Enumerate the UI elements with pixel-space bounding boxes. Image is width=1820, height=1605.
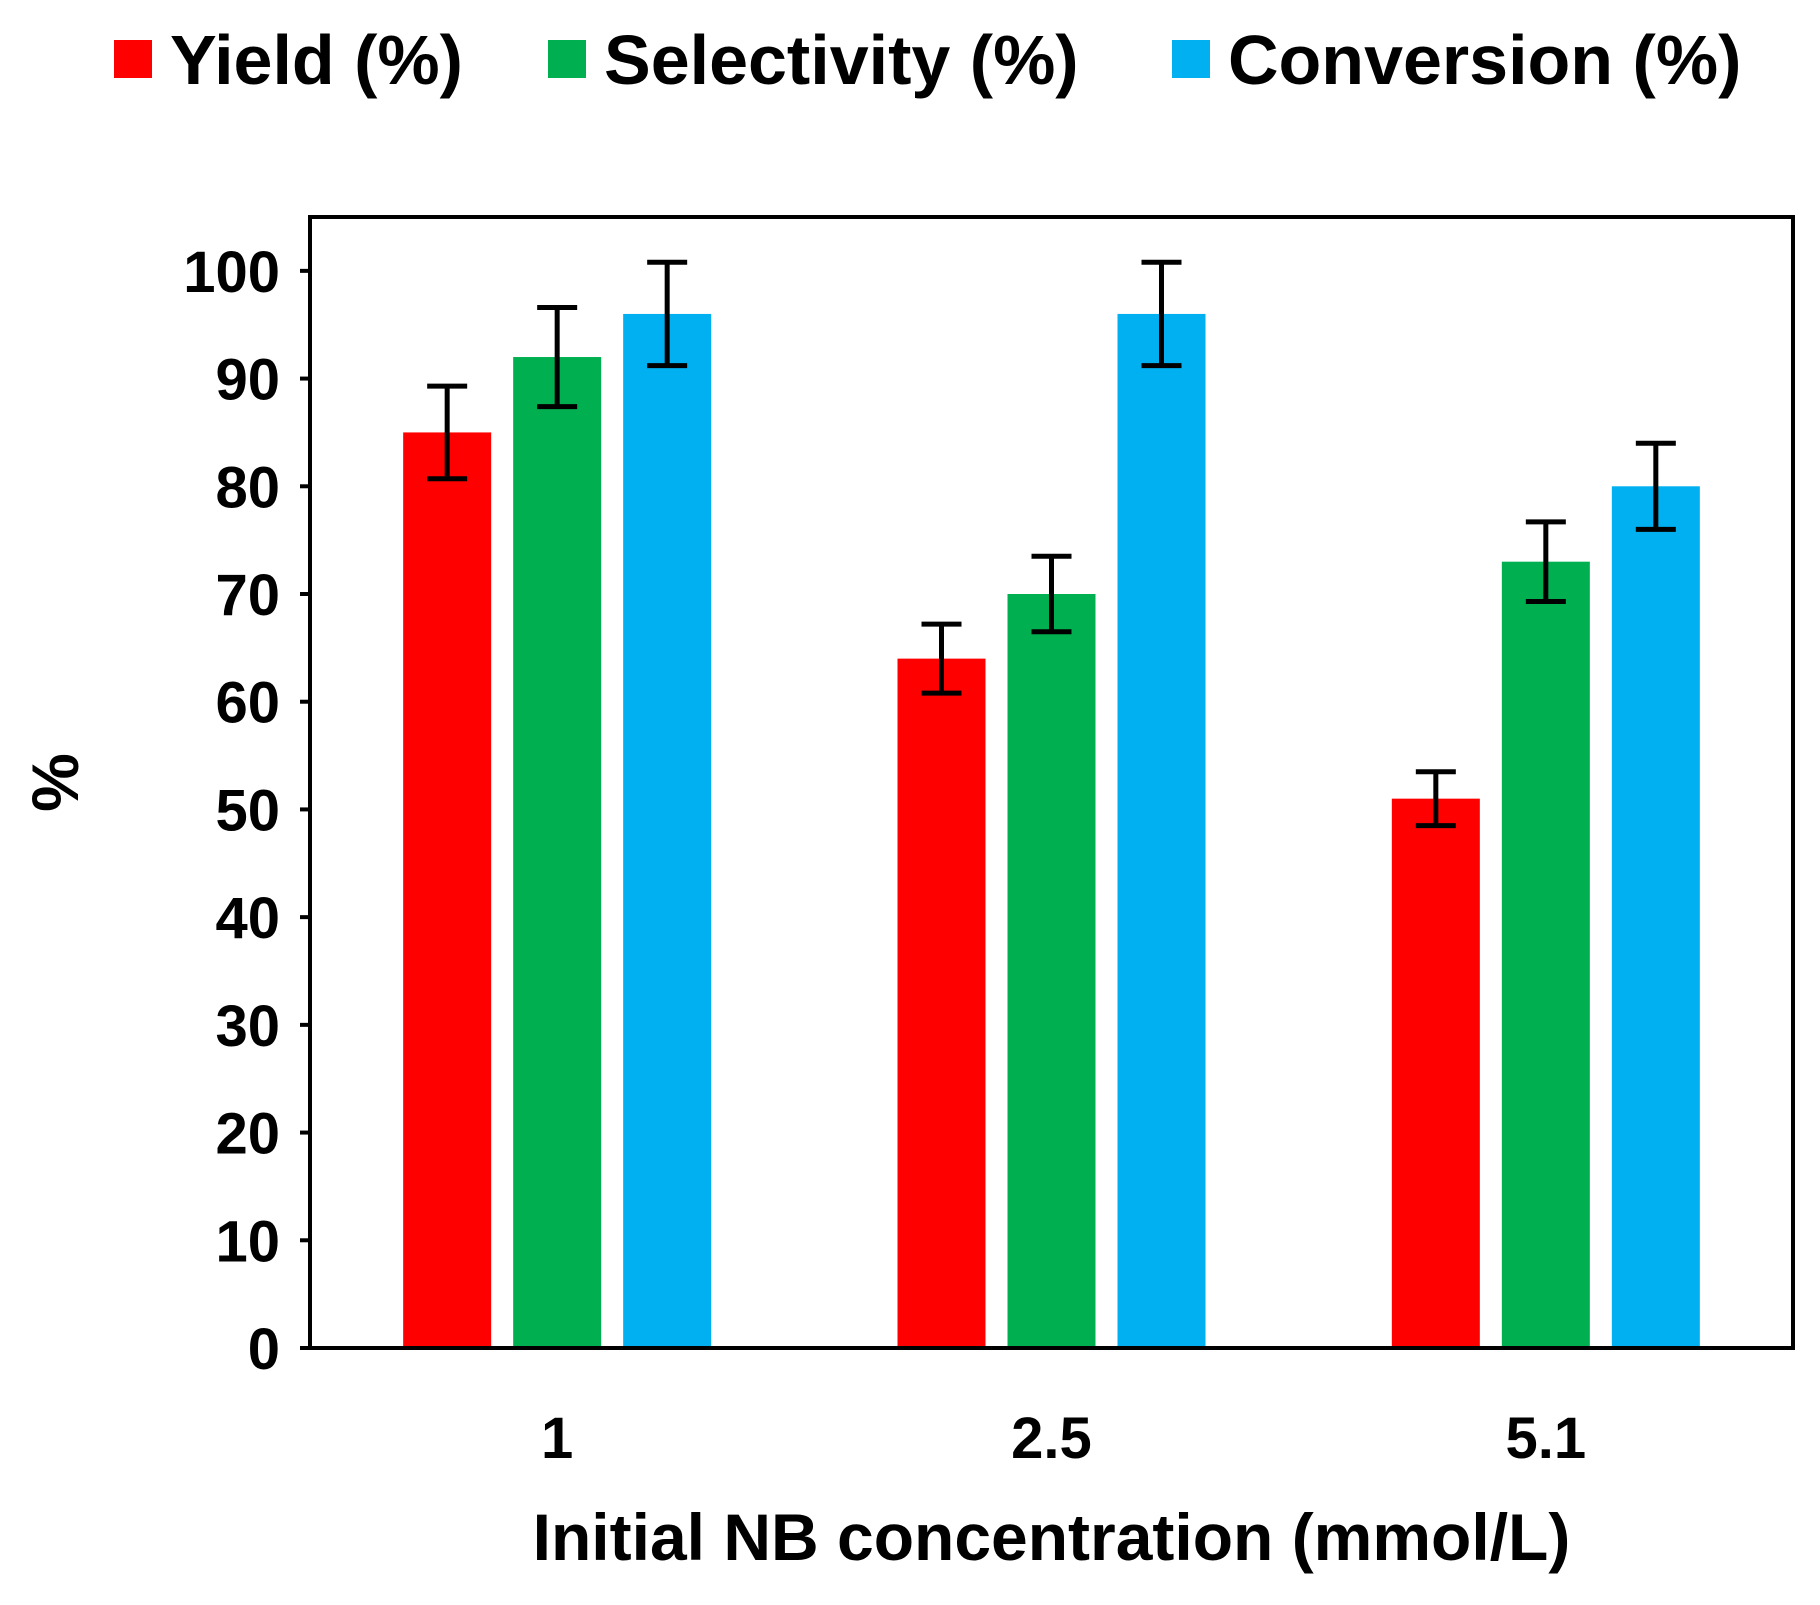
legend-label-yield: Yield (%)	[170, 21, 463, 99]
bar-selectivity-5_1	[1501, 561, 1590, 1348]
legend-swatch-conversion	[1172, 40, 1210, 78]
y-tick-label: 80	[215, 455, 280, 520]
plot-frame	[308, 215, 1795, 1350]
y-tick-label: 30	[215, 994, 280, 1059]
x-tick-label: 1	[541, 1406, 573, 1471]
y-tick-label: 90	[215, 348, 280, 413]
y-tick-label: 50	[215, 778, 280, 843]
bar-selectivity-2_5	[1007, 594, 1096, 1348]
bar-yield-1	[403, 432, 492, 1348]
y-tick-label: 20	[215, 1102, 280, 1167]
y-tick-label: 60	[215, 671, 280, 736]
bar-yield-2_5	[897, 658, 986, 1348]
y-axis-title: %	[18, 753, 92, 812]
x-tick-label: 2.5	[1011, 1406, 1092, 1471]
x-axis-title: Initial NB concentration (mmol/L)	[533, 1500, 1571, 1574]
bar-selectivity-1	[513, 357, 602, 1348]
y-axis: 0 10 20 30 40 50 60 70 80 90 100	[183, 240, 310, 1382]
bar-conversion-2_5	[1117, 313, 1206, 1348]
x-axis: 1 2.5 5.1	[541, 1406, 1586, 1471]
bar-yield-5_1	[1391, 798, 1480, 1348]
x-tick-label: 5.1	[1506, 1406, 1587, 1471]
legend-swatch-selectivity	[548, 40, 586, 78]
legend-label-conversion: Conversion (%)	[1228, 21, 1741, 99]
bars-layer	[403, 313, 1700, 1348]
y-tick-label: 40	[215, 886, 280, 951]
legend: Yield (%) Selectivity (%) Conversion (%)	[114, 21, 1741, 99]
y-tick-label: 0	[248, 1317, 280, 1382]
error-bars-layer	[427, 259, 1676, 829]
y-tick-label: 100	[183, 240, 280, 305]
y-tick-label: 70	[215, 563, 280, 628]
bar-conversion-5_1	[1611, 486, 1700, 1348]
legend-swatch-yield	[114, 40, 152, 78]
legend-label-selectivity: Selectivity (%)	[604, 21, 1079, 99]
y-tick-label: 10	[215, 1209, 280, 1274]
bar-conversion-1	[623, 313, 712, 1348]
